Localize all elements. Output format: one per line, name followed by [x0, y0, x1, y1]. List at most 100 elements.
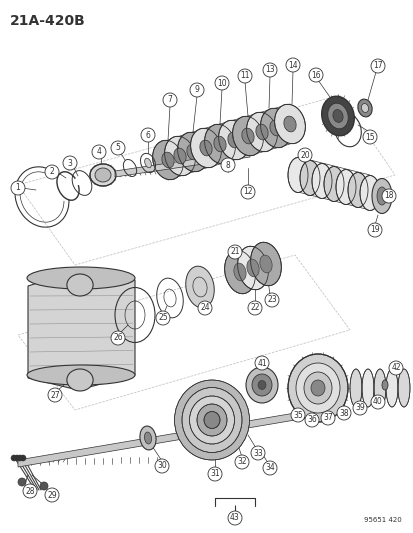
Circle shape — [141, 128, 154, 142]
Circle shape — [111, 141, 125, 155]
Text: 41: 41 — [256, 359, 266, 367]
Ellipse shape — [259, 255, 271, 273]
Circle shape — [48, 388, 62, 402]
Text: 28: 28 — [25, 487, 35, 496]
Text: 29: 29 — [47, 490, 57, 499]
Ellipse shape — [185, 266, 214, 308]
Circle shape — [14, 455, 20, 461]
Text: 43: 43 — [230, 513, 239, 522]
Ellipse shape — [224, 251, 255, 294]
Ellipse shape — [218, 120, 249, 160]
Text: 1: 1 — [16, 183, 20, 192]
Ellipse shape — [274, 104, 305, 144]
Ellipse shape — [177, 132, 208, 172]
Polygon shape — [115, 151, 249, 177]
Text: 37: 37 — [322, 414, 332, 423]
Ellipse shape — [204, 124, 235, 164]
Polygon shape — [28, 270, 135, 390]
Ellipse shape — [255, 124, 268, 140]
Ellipse shape — [371, 179, 391, 214]
Circle shape — [352, 401, 366, 415]
Ellipse shape — [27, 267, 135, 289]
Ellipse shape — [227, 132, 240, 148]
Ellipse shape — [335, 169, 355, 205]
Text: 27: 27 — [50, 391, 59, 400]
Ellipse shape — [245, 367, 277, 403]
Text: 33: 33 — [252, 448, 262, 457]
Text: 38: 38 — [338, 408, 348, 417]
Ellipse shape — [252, 374, 271, 396]
Ellipse shape — [27, 365, 135, 385]
Text: 5: 5 — [115, 143, 120, 152]
Ellipse shape — [311, 164, 331, 198]
Text: 15: 15 — [364, 133, 374, 141]
Ellipse shape — [140, 426, 156, 450]
Text: 17: 17 — [372, 61, 382, 70]
Circle shape — [362, 130, 376, 144]
Ellipse shape — [190, 128, 221, 168]
Ellipse shape — [232, 116, 263, 156]
Circle shape — [254, 356, 268, 370]
Text: 7: 7 — [167, 95, 172, 104]
Ellipse shape — [269, 120, 282, 136]
Ellipse shape — [189, 396, 234, 444]
Ellipse shape — [385, 369, 397, 407]
Ellipse shape — [241, 128, 254, 144]
Ellipse shape — [397, 369, 409, 407]
Circle shape — [23, 484, 37, 498]
Ellipse shape — [214, 136, 225, 152]
Circle shape — [156, 311, 170, 325]
Ellipse shape — [310, 380, 324, 396]
Text: 20: 20 — [299, 150, 309, 159]
Text: 13: 13 — [265, 66, 274, 75]
Ellipse shape — [357, 99, 371, 117]
Ellipse shape — [349, 369, 361, 407]
Circle shape — [197, 301, 211, 315]
Ellipse shape — [303, 372, 331, 404]
Circle shape — [336, 406, 350, 420]
Ellipse shape — [67, 369, 93, 391]
Ellipse shape — [237, 246, 268, 290]
Circle shape — [17, 455, 23, 461]
Circle shape — [320, 411, 334, 425]
Ellipse shape — [381, 380, 387, 390]
Circle shape — [304, 413, 318, 427]
Text: 19: 19 — [369, 225, 379, 235]
Text: 4: 4 — [96, 148, 101, 157]
Ellipse shape — [323, 166, 343, 201]
Text: 23: 23 — [266, 295, 276, 304]
Ellipse shape — [250, 243, 281, 286]
Text: 22: 22 — [249, 303, 259, 312]
Text: 21A-420B: 21A-420B — [10, 14, 85, 28]
Ellipse shape — [164, 136, 195, 176]
Circle shape — [240, 185, 254, 199]
Circle shape — [285, 58, 299, 72]
Ellipse shape — [299, 160, 319, 196]
Text: 26: 26 — [113, 334, 123, 343]
Text: 3: 3 — [67, 158, 72, 167]
Ellipse shape — [197, 404, 226, 436]
Circle shape — [11, 181, 25, 195]
Ellipse shape — [361, 103, 368, 112]
Ellipse shape — [144, 432, 151, 444]
Ellipse shape — [199, 140, 211, 156]
Text: 11: 11 — [240, 71, 249, 80]
Text: 36: 36 — [306, 416, 316, 424]
Ellipse shape — [173, 148, 186, 164]
Circle shape — [308, 68, 322, 82]
Ellipse shape — [67, 274, 93, 296]
Ellipse shape — [321, 96, 354, 136]
Circle shape — [264, 293, 278, 307]
Ellipse shape — [246, 259, 259, 277]
Ellipse shape — [359, 175, 379, 211]
Circle shape — [163, 93, 177, 107]
Ellipse shape — [260, 108, 291, 148]
Text: 30: 30 — [157, 462, 166, 471]
Circle shape — [290, 408, 304, 422]
Circle shape — [370, 395, 384, 409]
Circle shape — [40, 482, 48, 490]
Text: 21: 21 — [230, 247, 239, 256]
Ellipse shape — [283, 116, 295, 132]
Circle shape — [221, 158, 235, 172]
Circle shape — [262, 461, 276, 475]
